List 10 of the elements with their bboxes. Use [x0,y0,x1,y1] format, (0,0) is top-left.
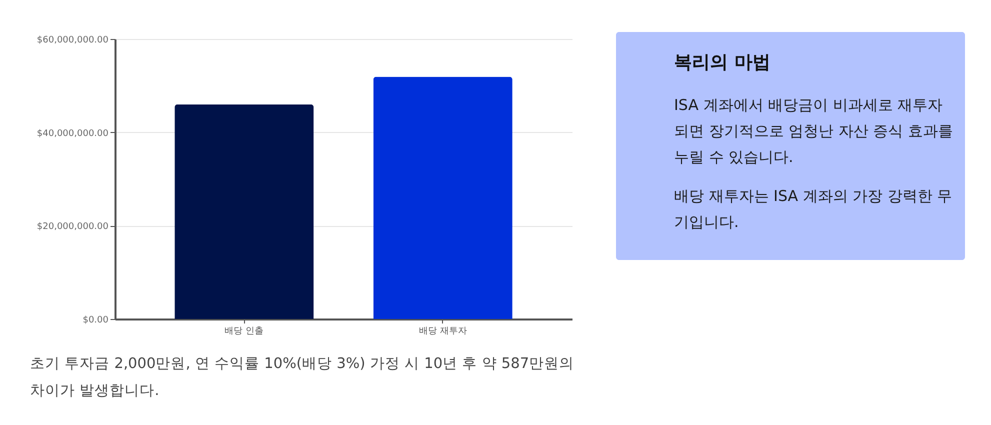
x-tick-label: 배당 인출 [224,326,264,336]
y-tick-label: $20,000,000.00 [36,222,109,232]
y-tick-label: $60,000,000.00 [36,36,109,46]
x-tick-label: 배당 재투자 [418,326,467,336]
text: ISA 계좌에서 배당금이 비과세로 재투자되면 장기적으로 엄청난 자산 증식 효과를 누릴 수 있습니다. [674,96,953,166]
text: 배당 재투자는 ISA 계좌의 가장 강력한 무기입니다. [674,187,952,231]
y-tick-label: $0.00 [82,316,109,326]
text: 복리의 마법 [674,52,770,73]
y-tick-label: $40,000,000.00 [36,128,109,139]
text: 초기 투자금 2,000만원, 연 수익률 10%(배당 3%) 가정 시 10년 후 약 587만원의 차이가 발생합니다. [30,356,574,399]
